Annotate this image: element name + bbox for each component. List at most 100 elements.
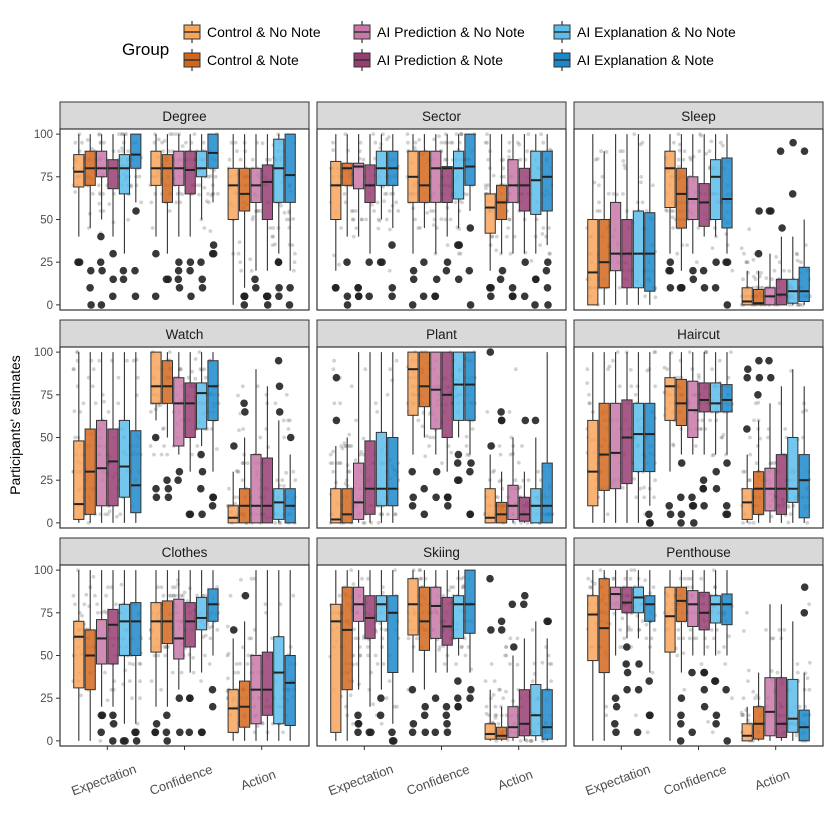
box-0 [741,270,753,306]
jitter-point [586,576,591,581]
jitter-point [331,140,335,145]
box-2 [687,570,699,737]
box-iqr [753,471,765,515]
jitter-point [201,140,206,145]
jitter-point [428,435,433,440]
jitter-point [162,645,167,649]
box-4 [118,352,131,523]
jitter-point [235,469,240,474]
outlier-point [508,600,517,609]
box-3 [184,352,196,519]
box-iqr [484,723,496,740]
jitter-point [137,174,142,179]
box-0 [73,352,85,523]
jitter-point [536,469,541,474]
jitter-point [102,399,106,404]
jitter-point [748,478,752,483]
category-confidence [664,132,735,309]
box-1 [341,134,353,309]
box-iqr [130,133,142,169]
x-tick-label: Action [753,767,792,793]
y-tick-label: 50 [40,215,53,227]
jitter-point [383,192,387,196]
box-0 [664,570,676,741]
box-4 [710,134,722,292]
jitter-point [423,454,428,459]
outlier-point [409,275,418,284]
jitter-point [271,226,276,230]
jitter-point [797,704,802,709]
box-iqr [353,162,365,190]
jitter-point [292,260,297,265]
box-3 [621,134,633,305]
jitter-point [794,251,799,256]
outlier-point [723,459,731,467]
jitter-point [540,739,545,743]
outlier-point [163,476,171,485]
box-1 [418,134,430,301]
jitter-point [597,183,601,188]
jitter-point [190,369,195,374]
jitter-point [439,217,444,222]
jitter-point [392,704,397,709]
outlier-point [421,702,430,711]
jitter-point [632,132,637,137]
jitter-point [611,576,616,581]
jitter-point [639,174,644,179]
outlier-point [87,301,95,309]
jitter-point [723,662,728,666]
jitter-point [419,576,423,581]
jitter-point [771,636,776,641]
box-iqr [530,150,542,215]
jitter-point [549,662,554,666]
outlier-point [388,737,397,745]
jitter-point [496,495,500,500]
jitter-point [126,149,131,154]
jitter-point [260,721,265,726]
jitter-point [71,367,76,372]
outlier-point [466,694,474,702]
jitter-point [354,418,358,423]
outlier-point [634,685,643,694]
jitter-point [281,418,286,423]
jitter-point [159,687,164,692]
box-1 [675,570,687,745]
box-4 [273,356,285,523]
jitter-point [460,200,464,205]
box-5 [464,569,476,702]
jitter-point [163,653,168,658]
jitter-point [251,215,256,219]
box-5 [721,570,733,745]
jitter-point [634,713,638,718]
box-3 [261,570,273,741]
jitter-point [291,593,296,598]
outlier-point [509,292,517,301]
box-3 [441,351,453,510]
y-tick-label: 75 [40,608,53,620]
jitter-point [681,651,686,655]
box-2 [353,570,365,737]
jitter-point [355,662,359,666]
jitter-point [709,139,714,144]
jitter-point [754,285,759,290]
box-4 [196,352,208,519]
jitter-point [331,449,336,454]
jitter-point [644,622,649,627]
jitter-point [176,582,181,586]
jitter-point [755,693,759,698]
jitter-point [271,234,276,239]
jitter-point [243,149,248,154]
jitter-point [585,367,590,372]
jitter-point [652,495,656,500]
outlier-point [467,459,475,467]
jitter-point [376,226,381,231]
jitter-point [547,662,552,666]
jitter-point [782,268,786,273]
box-2 [250,369,262,524]
jitter-point [162,444,167,448]
y-tick-label: 100 [34,347,53,359]
panel-title: Degree [162,109,206,124]
box-3 [518,591,530,741]
outlier-point [365,258,374,267]
jitter-point [489,234,494,239]
